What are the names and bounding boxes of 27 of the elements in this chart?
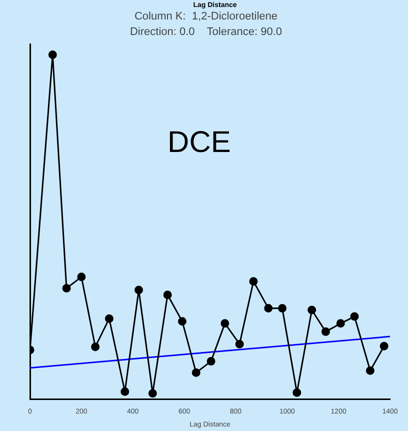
point — [249, 277, 258, 286]
point — [134, 286, 144, 294]
point — [235, 340, 244, 348]
point — [206, 357, 216, 366]
point — [278, 304, 287, 313]
chart-title: Column K: 1,2-Dicloroetilene — [134, 10, 278, 23]
point — [350, 312, 359, 321]
point — [292, 388, 302, 397]
point — [220, 319, 230, 328]
point — [120, 387, 130, 396]
point — [336, 319, 345, 328]
point — [192, 368, 200, 377]
point — [77, 272, 86, 282]
point — [62, 284, 71, 293]
point — [91, 342, 100, 352]
annotation: DCE — [168, 126, 231, 160]
point — [380, 342, 388, 350]
point — [163, 290, 172, 300]
point — [104, 314, 114, 323]
point — [178, 317, 186, 326]
point — [48, 50, 57, 59]
point — [321, 327, 330, 336]
point — [366, 366, 374, 375]
point — [264, 304, 273, 313]
chart-subtitle: Direction: 0.0 Tolerance: 90.0 — [130, 26, 282, 38]
point — [308, 306, 316, 314]
point — [148, 389, 157, 398]
